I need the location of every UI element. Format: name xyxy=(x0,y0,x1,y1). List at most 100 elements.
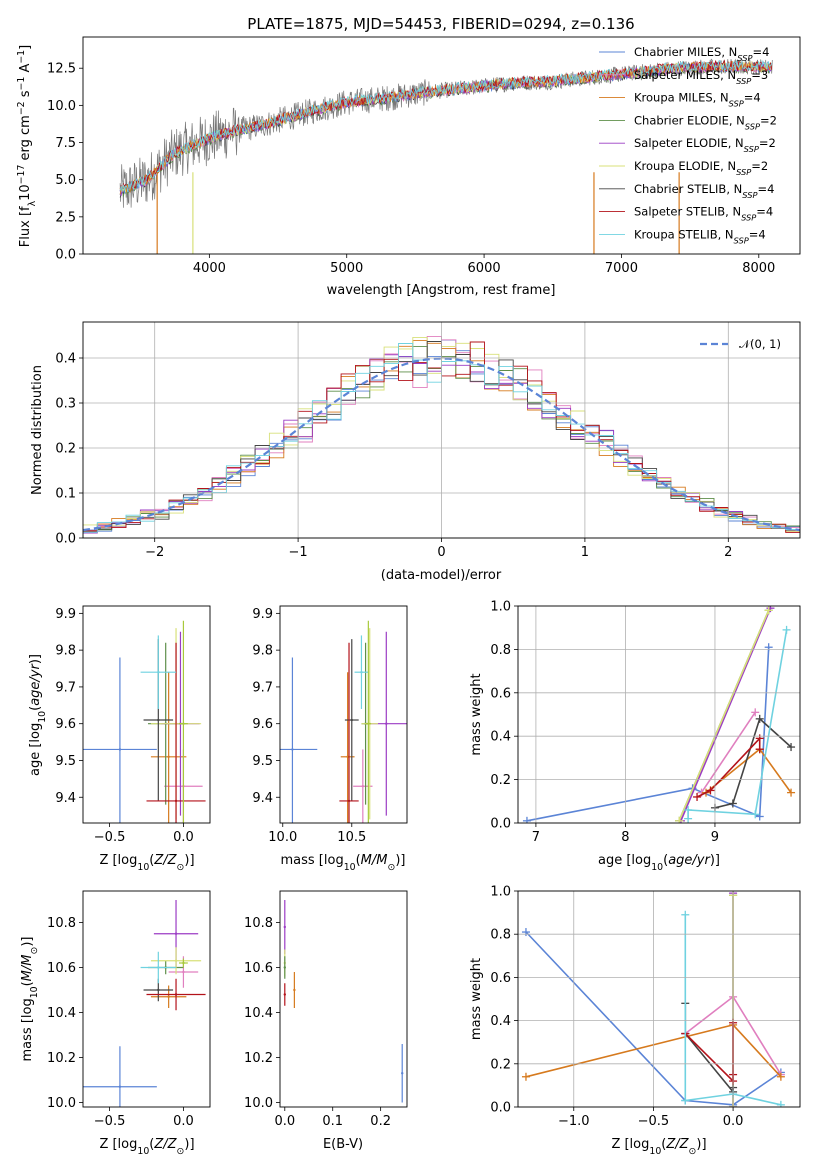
legend-entry-part: Salpeter STELIB, N xyxy=(634,205,741,219)
legend-entry-part: Kroupa ELODIE, N xyxy=(634,159,736,173)
y-tick-label: 9.5 xyxy=(55,754,76,769)
y-tick-label: 10.8 xyxy=(47,916,76,931)
data-point xyxy=(174,993,178,996)
y-tick-label: 9.9 xyxy=(252,607,273,622)
data-point xyxy=(283,993,286,996)
weight-vs-Z-x-label-part: Z/Z xyxy=(665,1137,689,1152)
age-vs-Z-x-label-part: Z [log xyxy=(99,853,137,868)
weight-vs-age-x-label-part: 10 xyxy=(651,862,663,873)
axes-frame xyxy=(517,890,801,1108)
y-tick-label: 0.2 xyxy=(490,773,511,788)
y-tick-label: 9.8 xyxy=(55,644,76,659)
residuals-x-label: (data-model)/error xyxy=(381,568,502,583)
mass-vs-Z-x-label: Z [log10(Z/Z⊙)] xyxy=(99,1137,194,1157)
legend-entry-part: =4 xyxy=(756,205,773,219)
weight-line xyxy=(687,629,788,819)
age-vs-mass-x-label-part: ( xyxy=(356,853,361,868)
weight-vs-Z-x-label-part: ( xyxy=(661,1137,666,1152)
legend-entry-part: SSP xyxy=(729,99,744,109)
y-tick-label: 9.9 xyxy=(55,607,76,622)
weight-line xyxy=(526,647,770,822)
mass-vs-Z-y-label-part: 10 xyxy=(29,986,40,998)
legend-entry-part: =2 xyxy=(751,159,768,173)
model-spectrum-line xyxy=(119,59,773,193)
y-tick-label: 0.0 xyxy=(490,817,511,832)
y-tick-label: 0.2 xyxy=(490,1057,511,1072)
spectrum-x-label: wavelength [Angstrom, rest frame] xyxy=(327,283,556,298)
weight-vs-age-x-label-part: age/yr xyxy=(668,853,711,868)
spectrum-y-label-part: −2 xyxy=(16,101,27,115)
data-point xyxy=(360,671,363,674)
y-tick-label: 0.0 xyxy=(55,248,76,263)
mass_vs_Z-plot-area xyxy=(83,900,206,1107)
legend-entry-part: =2 xyxy=(759,136,776,150)
x-tick-label: −0.5 xyxy=(94,1114,126,1129)
x-tick-label: 1 xyxy=(581,545,589,560)
y-tick-label: 10.2 xyxy=(244,1051,273,1066)
x-tick-label: −1.0 xyxy=(558,1114,590,1129)
weight-vs-age-x-label-part: )] xyxy=(710,853,720,868)
weight-vs-Z-x-label: Z [log10(Z/Z⊙)] xyxy=(611,1137,706,1157)
y-tick-label: 9.6 xyxy=(252,717,273,732)
y-tick-label: 10.0 xyxy=(244,1096,273,1111)
age-vs-mass-x-label: mass [log10(M/M⊙)] xyxy=(281,853,406,873)
legend-entry: Kroupa STELIB, NSSP=4 xyxy=(634,227,766,245)
age-vs-Z-y-label-part: age [log xyxy=(28,723,43,776)
legend-entry: Kroupa ELODIE, NSSP=2 xyxy=(634,159,768,177)
y-tick-label: 1.0 xyxy=(490,600,511,615)
legend-entry-part: Chabrier MILES, N xyxy=(634,45,737,59)
mass-vs-Z-x-label-part: Z/Z xyxy=(153,1137,177,1152)
age-vs-Z-y-label-part: )] xyxy=(28,654,43,664)
weight_vs_age-axes: 7 8 9 0.0 0.2 0.4 0.6 0.8 1.0 mass weight age [log… xyxy=(469,600,801,873)
x-tick-label: 10.5 xyxy=(337,830,366,845)
data-point xyxy=(293,988,296,992)
x-tick-label: 0.1 xyxy=(322,1114,343,1129)
x-tick-label: 0.0 xyxy=(723,1114,744,1129)
data-point xyxy=(346,755,349,758)
spectrum-axes: 4000 5000 6000 7000 8000 0.0 2.5 5.0 7.5 10.0 12.5… xyxy=(16,36,801,298)
mass-vs-Z-x-label-part: Z [log xyxy=(99,1137,137,1152)
y-tick-label: 0.1 xyxy=(55,487,76,502)
y-tick-label: 0.2 xyxy=(55,442,76,457)
weight-vs-Z-x-label-part: ⊙ xyxy=(689,1146,697,1157)
x-tick-label: −0.5 xyxy=(638,1114,670,1129)
age-vs-Z-y-label: age [log10(age/yr)] xyxy=(28,654,48,776)
y-tick-label: 9.4 xyxy=(55,791,76,806)
weight-vs-Z-x-label-part: 10 xyxy=(649,1146,661,1157)
weight-line xyxy=(525,931,782,1106)
y-tick-label: 10.6 xyxy=(244,961,273,976)
spectrum-y-label-part: −1 xyxy=(16,50,27,64)
spectrum-y-label: Flux [fλ10−17 erg cm−2 s−1 A−1] xyxy=(16,45,38,247)
figure-title: PLATE=1875, MJD=54453, FIBERID=0294, z=0… xyxy=(247,15,634,33)
x-tick-label: 7 xyxy=(532,830,540,845)
mass_vs_ebv-axes: 0.0 0.1 0.2 10.0 10.2 10.4 10.6 10.8 E(B-V) xyxy=(244,890,408,1152)
spectrum-y-label-part: Flux [f xyxy=(18,206,33,247)
data-point xyxy=(182,722,185,725)
age-vs-Z-y-label-part: 10 xyxy=(37,711,48,723)
spectrum-plot-area xyxy=(119,58,773,254)
y-tick-label: 0.4 xyxy=(490,1014,511,1029)
x-tick-label: −1 xyxy=(289,545,308,560)
residuals-y-label: Normed distribution xyxy=(30,365,45,495)
y-tick-label: 9.6 xyxy=(55,717,76,732)
age-vs-Z-x-label-part: 10 xyxy=(137,862,149,873)
weight-line xyxy=(678,609,770,822)
data-point xyxy=(182,970,185,974)
y-tick-label: 0.8 xyxy=(490,928,511,943)
data-point xyxy=(361,785,365,788)
mass-vs-Z-y-label-part: ( xyxy=(20,981,35,986)
x-tick-label: 4000 xyxy=(193,261,226,276)
mass-vs-Z-x-label-part: 10 xyxy=(137,1146,149,1157)
legend-entry: Kroupa MILES, NSSP=4 xyxy=(634,91,761,109)
legend-entry: Chabrier STELIB, NSSP=4 xyxy=(634,182,774,200)
legend-entry: Chabrier ELODIE, NSSP=2 xyxy=(634,113,777,131)
mass_vs_ebv-plot-area xyxy=(283,900,404,1103)
spectrum-y-label-part: s xyxy=(18,90,33,101)
axes-frame xyxy=(82,36,801,255)
spectrum-y-label-part: −17 xyxy=(16,165,27,185)
y-tick-label: 9.8 xyxy=(252,644,273,659)
weight_vs_Z-y-label: mass weight xyxy=(469,958,484,1040)
weight-vs-age-x-label-part: age [log xyxy=(598,853,651,868)
legend-entry-part: Kroupa MILES, N xyxy=(634,91,729,105)
weight-line xyxy=(680,607,772,822)
